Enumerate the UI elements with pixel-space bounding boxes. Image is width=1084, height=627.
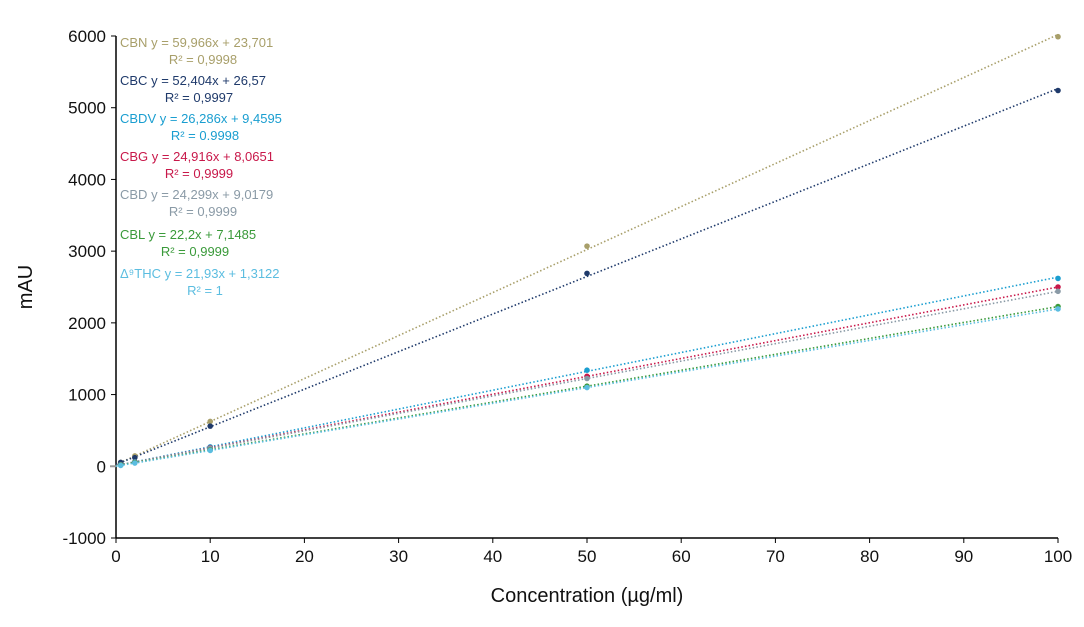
equation-text: y = 22,2x + 7,1485 [148,227,256,242]
legend-equation: Δ⁹THC y = 21,93x + 1,3122 [120,266,280,281]
data-point [207,418,213,425]
trendlines [115,33,1059,467]
legend-equation: CBG y = 24,916x + 8,0651 [120,149,274,164]
y-tick-label: 3000 [68,242,106,261]
data-point [207,423,213,429]
y-tick-label: 6000 [68,27,106,46]
x-tick-label: 30 [389,547,408,566]
data-point [584,270,590,277]
x-tick-label: 50 [578,547,597,566]
y-tick-label: -1000 [63,529,106,548]
data-point [117,462,124,469]
data-point [132,454,138,461]
legend-r2: R² = 0,9997 [165,90,233,105]
data-point [1055,306,1061,312]
y-axis-label: mAU [15,265,37,309]
data-point [584,367,590,373]
series-name: CBG [120,149,148,164]
legend-entry: CBDV y = 26,286x + 9,4595 R² = 0.9998 [120,111,282,143]
data-point [207,447,213,454]
series-name: CBN [120,35,147,50]
x-tick-label: 80 [860,547,879,566]
x-tick-label: 20 [295,547,314,566]
y-tick-label: 1000 [68,386,106,405]
legend-r2: R² = 0,9999 [169,204,237,219]
series-name: CBC [120,73,147,88]
series-name: CBL [120,227,145,242]
data-point [1055,33,1061,40]
trendline-0 [115,33,1059,466]
legend-r2: R² = 0,9998 [169,52,237,67]
data-points [117,33,1061,469]
legend-equation: CBD y = 24,299x + 9,0179 [120,187,273,202]
x-tick-label: 70 [766,547,785,566]
series-name: CBDV [120,111,156,126]
equation-text: y = 21,93x + 1,3122 [165,266,280,281]
equation-text: y = 24,299x + 9,0179 [151,187,273,202]
equation-text: y = 59,966x + 23,701 [151,35,273,50]
legend-equation: CBDV y = 26,286x + 9,4595 [120,111,282,126]
data-point [1055,275,1061,282]
trendline-2 [115,276,1059,467]
legend-equation: CBN y = 59,966x + 23,701 [120,35,273,50]
data-point [1055,87,1061,94]
x-axis-label: Concentration (µg/ml) [491,585,684,607]
legend-entry: CBN y = 59,966x + 23,701 R² = 0,9998 [120,35,273,67]
data-point [584,384,590,391]
legend-equation: CBC y = 52,404x + 26,57 [120,73,266,88]
trendline-1 [115,87,1059,466]
data-point [584,243,590,249]
legend-entry: CBD y = 24,299x + 9,0179 R² = 0,9999 [120,187,273,219]
data-point [584,375,590,382]
data-point [1055,288,1061,295]
y-tick-label: 0 [97,457,106,476]
x-tick-label: 90 [954,547,973,566]
axes: -1000 0 1000 2000 3000 4000 5000 6000 0 10 20 30 40 5… [63,27,1073,566]
y-tick-label: 4000 [68,170,106,189]
legend-entry: CBG y = 24,916x + 8,0651 R² = 0,9999 [120,149,274,181]
equation-text: y = 52,404x + 26,57 [151,73,266,88]
legend-r2: R² = 0.9998 [171,128,239,143]
x-tick-label: 0 [111,547,120,566]
x-tick-label: 100 [1044,547,1072,566]
x-tick-label: 10 [201,547,220,566]
x-tick-label: 60 [672,547,691,566]
legend-entry: CBL y = 22,2x + 7,1485 R² = 0,9999 [120,227,256,259]
legend-entry: CBC y = 52,404x + 26,57 R² = 0,9997 [120,73,266,105]
series-name: CBD [120,187,147,202]
legend: CBN y = 59,966x + 23,701 R² = 0,9998 CBC y… [120,35,282,298]
data-point [1055,284,1061,290]
legend-r2: R² = 0,9999 [165,166,233,181]
legend-r2: R² = 0,9999 [161,244,229,259]
x-tick-label: 40 [483,547,502,566]
legend-equation: CBL y = 22,2x + 7,1485 [120,227,256,242]
legend-r2: R² = 1 [187,283,223,298]
trendline-4 [115,290,1059,467]
y-tick-label: 5000 [68,99,106,118]
equation-text: y = 24,916x + 8,0651 [152,149,274,164]
equation-text: y = 26,286x + 9,4595 [160,111,282,126]
y-tick-label: 2000 [68,314,106,333]
legend-entry: Δ⁹THC y = 21,93x + 1,3122 R² = 1 [120,266,280,298]
data-point [132,460,138,466]
series-name: Δ⁹THC [120,266,161,281]
